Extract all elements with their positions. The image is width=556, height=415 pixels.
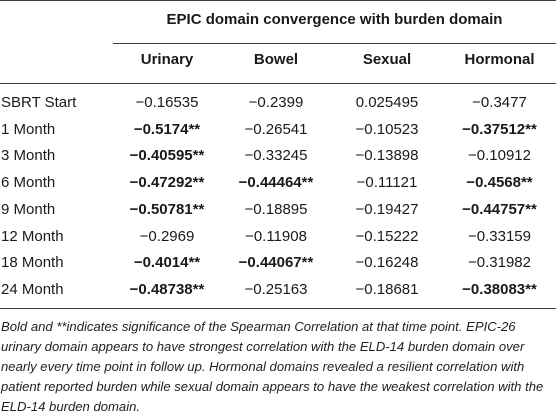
table-cell: −0.18895 (244, 200, 308, 218)
table-row: 3 Month −0.40595** −0.33245 −0.13898 −0.1091… (0, 143, 556, 169)
table-row: 18 Month −0.4014** −0.44067** −0.16248 −0.31… (0, 250, 556, 276)
table-cell: −0.37512** (462, 120, 537, 138)
column-header-hormonal: Hormonal (464, 51, 535, 68)
row-label: 3 Month (1, 147, 56, 165)
table-cell: −0.48738** (129, 280, 205, 298)
group-header-rule (113, 43, 556, 44)
table-cell: −0.2399 (248, 94, 304, 111)
table-cell: −0.2969 (139, 227, 195, 245)
table-row: SBRT Start −0.16535 −0.2399 0.025495 −0.3477 (0, 90, 556, 116)
table-cell: −0.33245 (244, 147, 308, 165)
table-cell: −0.33159 (468, 227, 531, 245)
row-label: 6 Month (1, 174, 56, 192)
table-cell: −0.15222 (355, 227, 419, 245)
table-row: 12 Month −0.2969 −0.11908 −0.15222 −0.33159 (0, 224, 556, 250)
table-cell: −0.19427 (355, 200, 419, 218)
table-cell: −0.16248 (355, 254, 419, 272)
table-row: 1 Month −0.5174** −0.26541 −0.10523 −0.37512… (0, 117, 556, 143)
table-cell: −0.44067** (238, 254, 314, 272)
table-cell: −0.11121 (356, 174, 418, 192)
row-label: 9 Month (1, 200, 56, 218)
table-cell: −0.16535 (135, 94, 199, 111)
table-cell: −0.44757** (462, 200, 537, 218)
header-bottom-rule (0, 83, 556, 84)
table-cell: −0.4014** (133, 254, 201, 272)
table-row: 9 Month −0.50781** −0.18895 −0.19427 −0.4475… (0, 197, 556, 223)
table-cell: −0.25163 (244, 280, 308, 298)
table-cell: −0.50781** (129, 200, 205, 218)
table-footnote: Bold and **indicates significance of the… (1, 319, 544, 414)
column-header-bowel: Bowel (253, 51, 299, 68)
table-cell: −0.40595** (129, 147, 205, 165)
row-label: 24 Month (1, 280, 64, 298)
row-label: 12 Month (1, 227, 64, 245)
table-cell: −0.13898 (355, 147, 419, 165)
column-header-urinary: Urinary (140, 51, 194, 68)
table-cell: −0.26541 (244, 120, 308, 138)
table-cell: −0.11908 (245, 227, 307, 245)
table-cell: −0.10912 (468, 147, 531, 165)
table-row: 24 Month −0.48738** −0.25163 −0.18681 −0.380… (0, 277, 556, 303)
table-cell: −0.31982 (468, 254, 531, 272)
table-top-rule (0, 0, 556, 1)
row-label: SBRT Start (1, 94, 77, 111)
row-label: 18 Month (1, 254, 64, 272)
table-cell: 0.025495 (355, 94, 419, 111)
table-cell: −0.38083** (462, 280, 537, 298)
table-cell: −0.10523 (355, 120, 419, 138)
table-cell: −0.5174** (133, 120, 201, 138)
table-cell: −0.3477 (472, 94, 527, 111)
table-cell: −0.44464** (238, 174, 314, 192)
table-cell: −0.4568** (466, 174, 533, 192)
column-header-sexual: Sexual (362, 51, 412, 68)
group-header: EPIC domain convergence with burden doma… (166, 11, 503, 28)
row-label: 1 Month (1, 120, 56, 138)
table-row: 6 Month −0.47292** −0.44464** −0.11121 −0.45… (0, 170, 556, 196)
table-cell: −0.47292** (129, 174, 205, 192)
table-cell: −0.18681 (355, 280, 419, 298)
table-bottom-rule (0, 308, 556, 309)
